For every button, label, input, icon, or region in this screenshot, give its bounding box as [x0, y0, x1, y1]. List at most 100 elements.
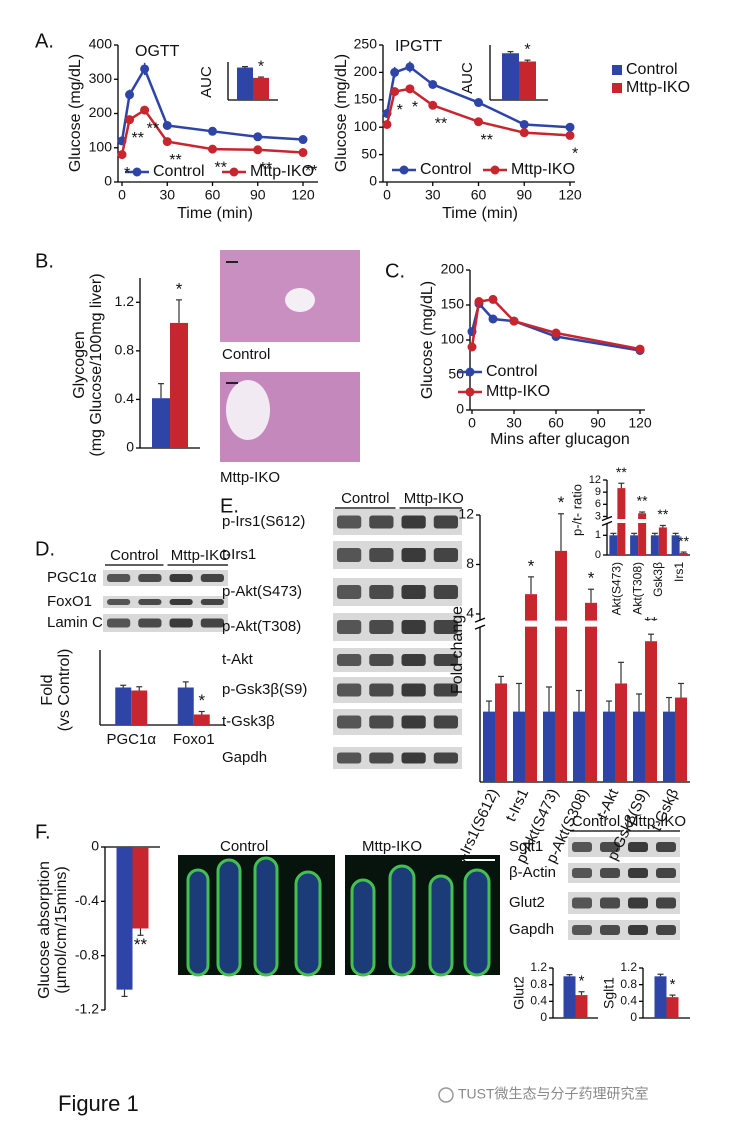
blot-band	[138, 599, 162, 605]
y-tick-label: 400	[89, 36, 113, 52]
break-mark	[474, 617, 486, 623]
blot-band	[401, 585, 426, 599]
blot-band	[401, 683, 426, 697]
row-label: PGC1α	[47, 569, 97, 586]
blot-band	[656, 897, 676, 909]
blot-band	[656, 842, 676, 852]
legend-label: Control	[420, 161, 472, 178]
significance: *	[258, 58, 264, 75]
bar	[615, 683, 627, 782]
blot-band	[200, 574, 224, 582]
group-label: Control	[572, 813, 620, 830]
row-label: t-Gsk3β	[222, 713, 275, 730]
point	[298, 135, 308, 145]
x-tick-label: 30	[159, 187, 175, 203]
row-label: Sglt1	[509, 838, 543, 855]
row-label: Glut2	[509, 894, 545, 911]
group-label: Mttp-IKO	[171, 547, 231, 564]
group-label: Control	[110, 547, 158, 564]
y-tick-label: 0	[456, 401, 464, 417]
y-tick-label: 0	[540, 1010, 547, 1024]
significance: **	[147, 120, 159, 137]
blot-strip	[568, 892, 680, 914]
blot-band	[600, 842, 620, 852]
point	[390, 67, 400, 77]
bar	[513, 711, 525, 782]
point	[519, 119, 529, 129]
blot-band	[337, 752, 362, 764]
blot-band	[138, 574, 162, 582]
blot-band	[572, 868, 592, 878]
blot-band	[628, 842, 648, 852]
break-mark	[474, 624, 486, 630]
blot-band	[572, 842, 592, 852]
significance: **	[637, 493, 648, 509]
significance: **	[260, 160, 272, 177]
y-tick-label: 50	[361, 145, 377, 161]
blot-band	[369, 683, 394, 697]
row-label: β-Actin	[509, 864, 556, 881]
row-label: Gapdh	[222, 749, 267, 766]
y-tick-label: -0.4	[75, 892, 99, 908]
chart-title: IPGTT	[395, 38, 442, 55]
y-tick-label: 0	[91, 838, 99, 854]
significance: **	[169, 152, 181, 169]
y-tick-label: 0.8	[115, 342, 135, 358]
bar	[495, 683, 507, 782]
group-label: Control	[341, 490, 389, 507]
legend-marker	[229, 167, 239, 177]
significance: *	[558, 493, 565, 512]
blot-band	[337, 515, 362, 529]
x-tick-label: PGC1α	[106, 731, 156, 748]
y-axis-label: p-/t- ratio	[569, 484, 584, 536]
bar	[525, 594, 537, 782]
group-label: Mttp-IKO	[626, 813, 686, 830]
blot-band	[401, 620, 426, 634]
legend-label: Control	[626, 61, 678, 78]
significance: *	[198, 691, 205, 710]
y-tick-label: 0.8	[530, 977, 547, 991]
bar	[502, 53, 519, 100]
bar	[563, 976, 576, 1018]
legend-marker	[490, 165, 500, 175]
y-tick-label: 0	[630, 1010, 637, 1024]
panel-label: D.	[35, 538, 55, 560]
y-tick-label: 1	[595, 529, 601, 541]
bar	[170, 322, 188, 448]
significance: **	[678, 533, 689, 549]
significance: *	[412, 99, 418, 116]
blot-band	[572, 897, 592, 909]
panel-label: A.	[35, 30, 54, 52]
significance: **	[657, 506, 668, 522]
row-label: FoxO1	[47, 593, 92, 610]
villus	[253, 856, 279, 977]
caption: Figure 1	[58, 1091, 139, 1116]
bar	[609, 535, 618, 555]
y-tick-label: 0	[369, 173, 377, 189]
chart-title: OGTT	[135, 43, 180, 60]
y-axis-label: Fold change	[449, 606, 466, 694]
significance: **	[215, 159, 227, 176]
blot-band	[401, 515, 426, 529]
significance: *	[524, 41, 530, 58]
villus	[216, 858, 242, 977]
y-tick-label: 150	[441, 296, 465, 312]
y-axis-label: Glucose (mg/dL)	[419, 281, 436, 399]
blot-band	[169, 618, 193, 628]
bar	[679, 553, 688, 555]
blot-band	[433, 683, 458, 697]
bar	[575, 995, 588, 1018]
blot-band	[401, 654, 426, 666]
y-axis-label: AUC	[459, 62, 476, 94]
blot-band	[369, 715, 394, 729]
significance: *	[124, 165, 130, 182]
y-tick-label: 6	[595, 498, 601, 510]
row-label: p-Akt(T308)	[222, 618, 301, 635]
x-tick-label: 120	[558, 187, 582, 203]
significance: **	[132, 130, 144, 147]
axis-break	[474, 620, 692, 627]
blot-band	[369, 620, 394, 634]
y-axis-label: (µmol/cm/15mins)	[53, 866, 70, 993]
y-axis-label: Glucose absorption	[36, 861, 53, 999]
blot-band	[628, 868, 648, 878]
